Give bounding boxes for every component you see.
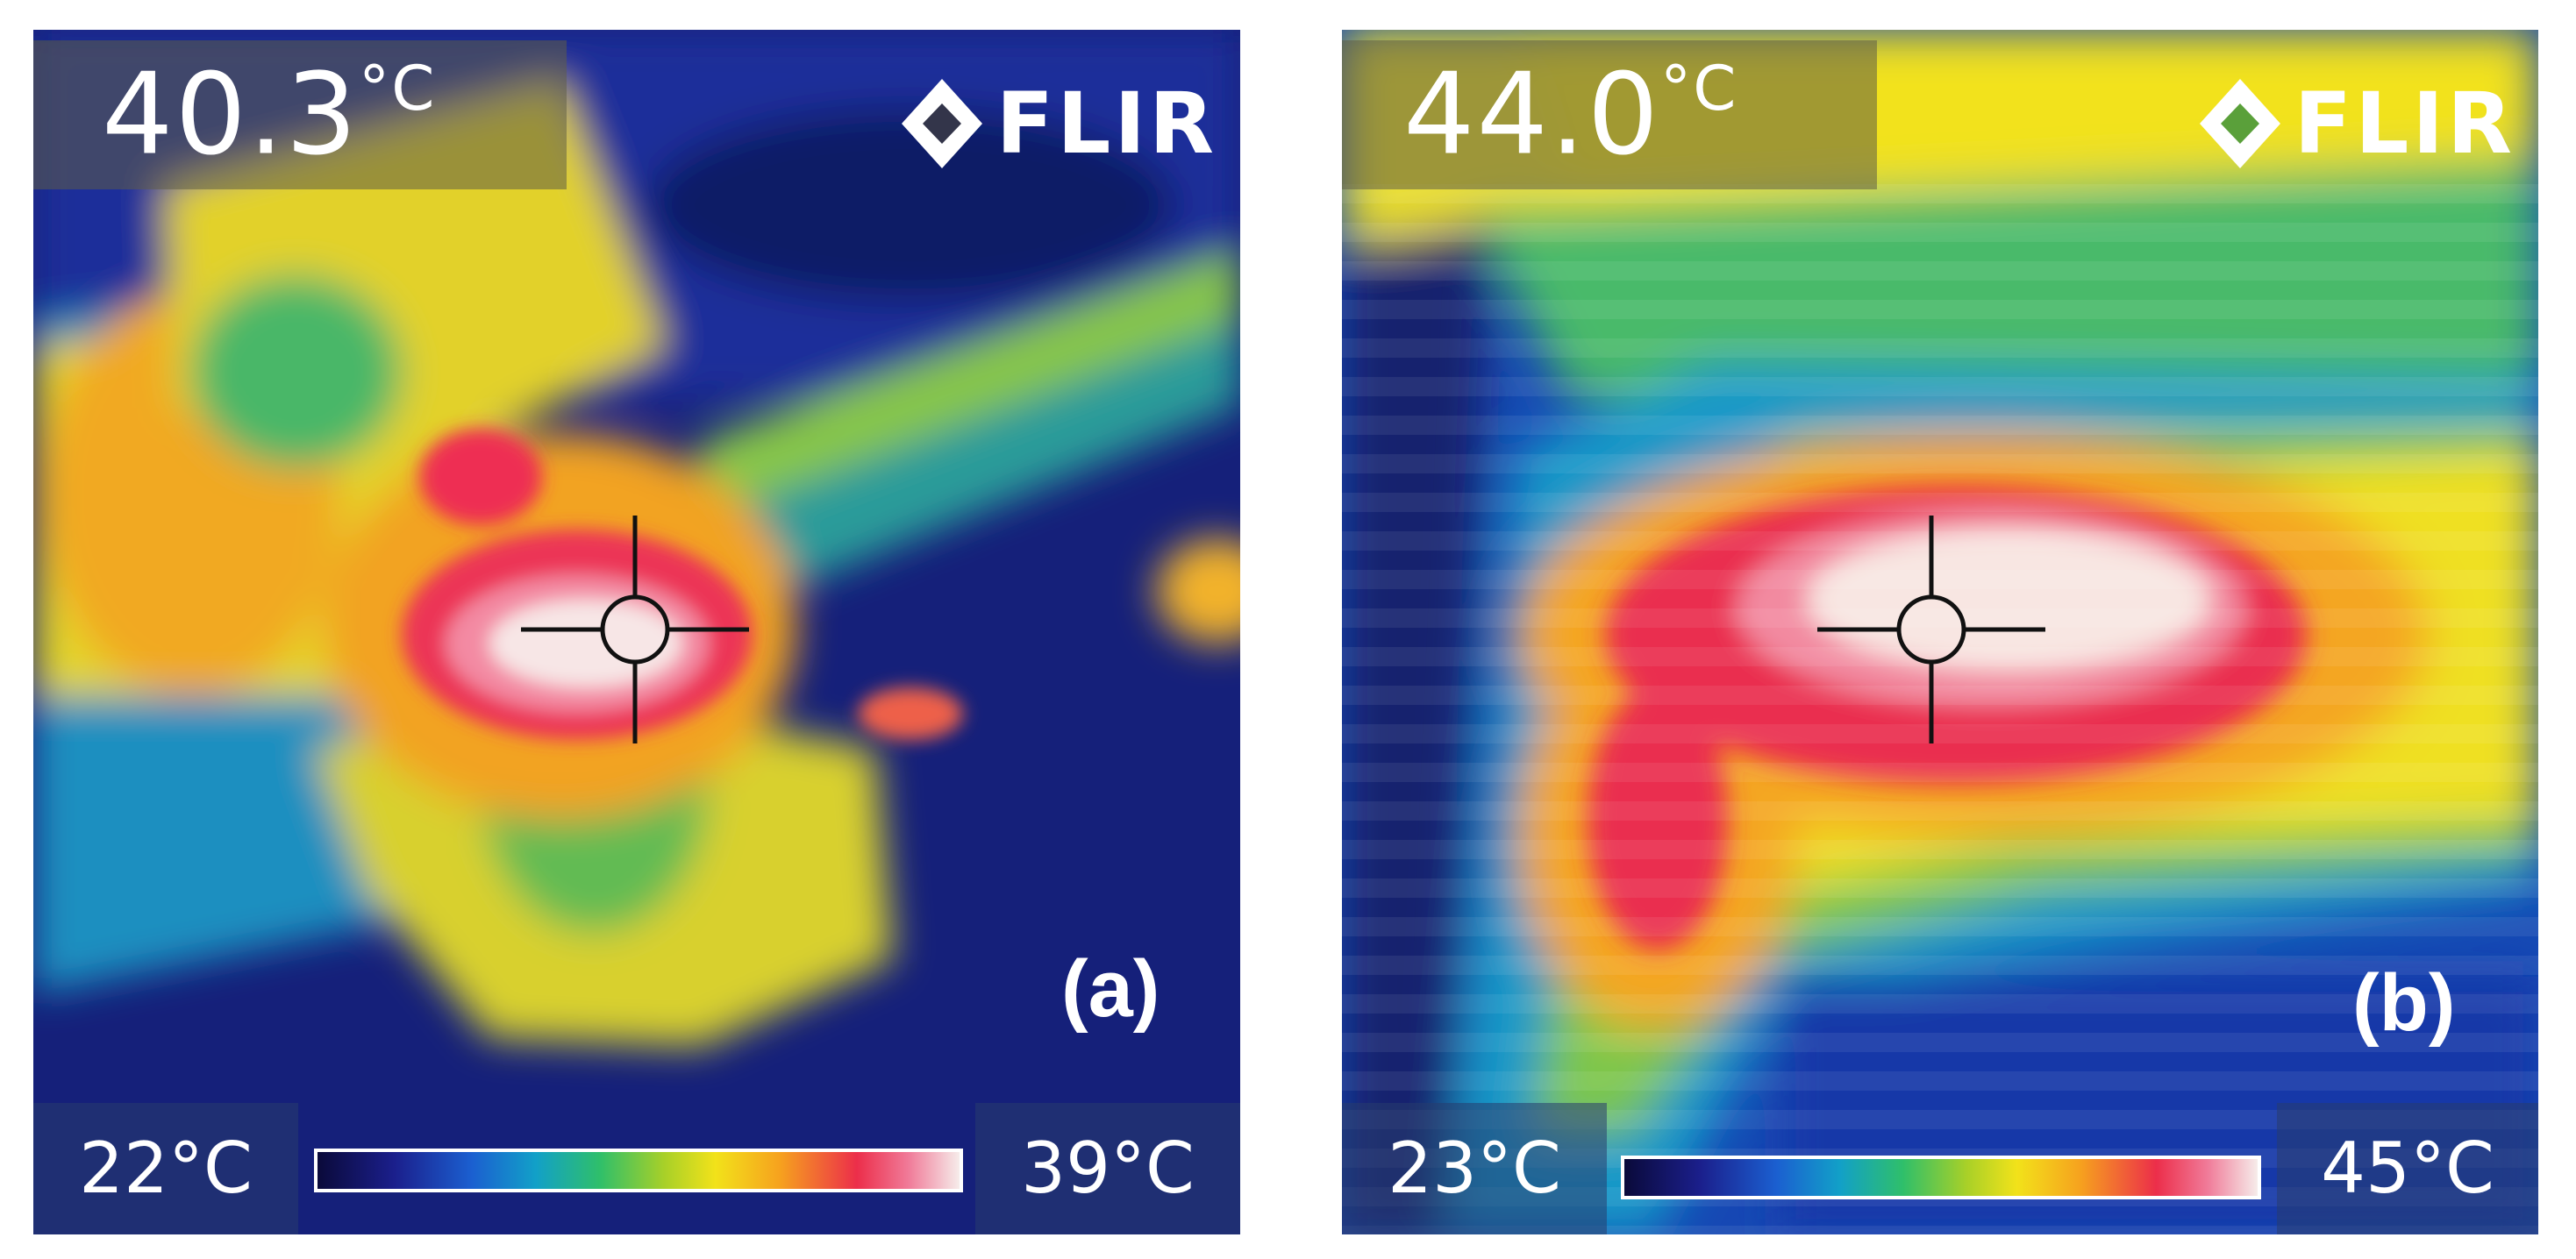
spot-temperature-value: 44.0°C bbox=[1403, 49, 1738, 181]
scale-min-box: 22°C bbox=[33, 1103, 298, 1234]
flir-brand: FLIR bbox=[898, 75, 1217, 172]
flir-logo-text: FLIR bbox=[2294, 75, 2515, 173]
scale-max-label: 45°C bbox=[2321, 1127, 2494, 1209]
spot-temperature-readout: 44.0°C bbox=[1342, 40, 1877, 189]
scale-min-label: 23°C bbox=[1388, 1127, 1561, 1209]
flir-diamond-logo-icon bbox=[901, 79, 982, 168]
temperature-colorbar bbox=[1621, 1156, 2261, 1199]
temperature-colorbar bbox=[314, 1149, 963, 1192]
spot-temperature-readout: 40.3°C bbox=[33, 40, 567, 189]
scale-max-box: 39°C bbox=[975, 1103, 1240, 1234]
panel-label-b: (b) bbox=[2352, 958, 2456, 1048]
thermal-panel-b: 44.0°C FLIR (b) 23°C 45°C bbox=[1342, 30, 2538, 1234]
scale-max-label: 39°C bbox=[1021, 1127, 1195, 1209]
crosshair-icon bbox=[1817, 516, 2045, 743]
flir-logo-text: FLIR bbox=[995, 75, 1217, 173]
scale-min-label: 22°C bbox=[79, 1127, 253, 1209]
scale-max-box: 45°C bbox=[2277, 1103, 2538, 1234]
spot-temperature-value: 40.3°C bbox=[102, 49, 437, 181]
flir-diamond-logo-icon bbox=[2199, 79, 2280, 168]
flir-brand: FLIR bbox=[2196, 75, 2515, 172]
scale-min-box: 23°C bbox=[1342, 1103, 1607, 1234]
crosshair-icon bbox=[521, 516, 749, 743]
thermal-panel-a: 40.3°C FLIR (a) 22°C 39°C bbox=[33, 30, 1240, 1234]
panel-label-a: (a) bbox=[1061, 944, 1160, 1034]
